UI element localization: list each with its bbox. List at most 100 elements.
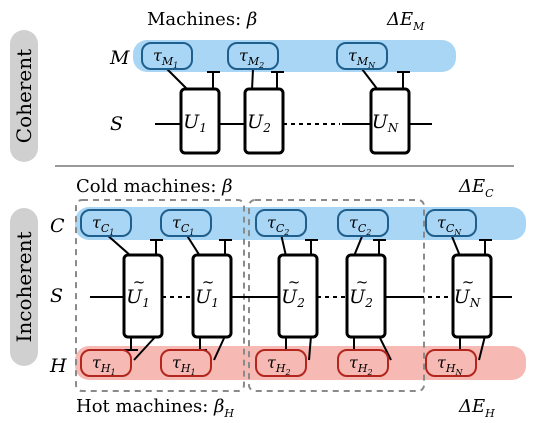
gate-bottom-hot-leg-right-2 — [308, 335, 312, 361]
cold-energy: ΔEC — [458, 176, 494, 200]
tau-cold-3: τC2 — [337, 209, 389, 237]
dashed-group-0 — [75, 199, 245, 392]
machines-energy: ΔEM — [386, 9, 425, 33]
gate-bottom-hot-leg-right-4 — [478, 335, 486, 361]
gate-top-leg-left-1 — [251, 68, 254, 91]
tau-cold-4: τCN — [425, 209, 477, 237]
gate-bottom-cold-leg-left-1 — [185, 233, 201, 257]
tau-hot-2-label: τH2 — [267, 353, 291, 377]
gate-bottom-cold-leg-left-3 — [353, 233, 364, 257]
tau-machine-0-label: τM1 — [153, 46, 178, 70]
tau-hot-4-label: τHN — [437, 353, 463, 377]
unitary-bottom-0-tilde: ~ — [133, 273, 146, 291]
tau-cold-1-chip — [160, 209, 212, 237]
gate-bottom-hot-leg-right-0 — [133, 335, 157, 361]
unitary-bottom-3-label: U2 — [349, 286, 373, 310]
incoherent-side-label: Incoherent — [10, 208, 38, 366]
tau-cold-3-label: τC2 — [349, 213, 371, 237]
tau-machine-0: τM1 — [141, 42, 193, 70]
unitary-bottom-0-label: U1 — [126, 286, 150, 310]
unitary-bottom-3: ~U2 — [345, 253, 387, 339]
tau-machine-1-label: τM2 — [239, 46, 264, 70]
tau-hot-3-label: τH2 — [349, 353, 373, 377]
unitary-bottom-1: ~U1 — [191, 253, 233, 339]
unitary-bottom-4: ~UN — [451, 253, 493, 339]
unitary-top-0-label: U1 — [183, 111, 207, 135]
gate-bottom-cold-leg-left-4 — [450, 233, 461, 257]
row-label-hot: H — [49, 355, 67, 377]
tau-hot-1-label: τH1 — [172, 353, 196, 377]
tau-hot-4: τHN — [425, 349, 477, 377]
tau-machine-0-chip — [141, 42, 193, 70]
incoherent-side-pill — [10, 208, 38, 366]
unitary-bottom-0: ~U1 — [122, 253, 164, 339]
tau-hot-1-chip — [160, 349, 212, 377]
tau-cold-0-label: τC1 — [92, 213, 114, 237]
unitary-top-0-box — [179, 87, 221, 155]
unitary-top-2-label: UN — [372, 111, 399, 135]
tau-hot-2: τH2 — [255, 349, 307, 377]
tau-machine-1-chip — [227, 42, 279, 70]
tau-cold-0: τC1 — [80, 209, 132, 237]
tau-machine-2-label: τMN — [348, 46, 376, 70]
hot-energy: ΔEH — [458, 396, 495, 420]
tau-hot-3: τH2 — [337, 349, 389, 377]
unitary-top-1-box — [243, 87, 285, 155]
unitary-bottom-3-tilde: ~ — [356, 273, 369, 291]
unitary-bottom-4-tilde: ~ — [462, 273, 475, 291]
unitary-top-0: U1 — [179, 87, 221, 155]
coherent-circuit: U1 U2 UN τM1 τM2 τMN — [141, 42, 432, 155]
unitary-bottom-2-tilde: ~ — [288, 273, 301, 291]
gate-top-leg-left-2 — [361, 68, 379, 91]
tau-cold-2-chip — [255, 209, 307, 237]
unitary-bottom-1-label: U1 — [195, 286, 219, 310]
tau-machine-1: τM2 — [227, 42, 279, 70]
cold-machines-header: Cold machines: β — [76, 176, 233, 197]
tau-hot-4-chip — [425, 349, 477, 377]
row-label-machine: M — [109, 47, 130, 69]
tau-cold-0-chip — [80, 209, 132, 237]
coherent-side-label: Coherent — [10, 30, 38, 162]
unitary-bottom-1-tilde: ~ — [202, 273, 215, 291]
unitary-top-2-box — [369, 87, 411, 155]
row-label-system-bottom: S — [50, 285, 63, 307]
unitary-top-2: UN — [369, 87, 411, 155]
tau-cold-4-label: τCN — [437, 213, 462, 237]
dashed-group-1 — [248, 199, 425, 392]
tau-cold-3-chip — [337, 209, 389, 237]
unitary-bottom-4-label: UN — [454, 286, 481, 310]
unitary-bottom-1-box — [191, 253, 233, 339]
tau-machine-2: τMN — [336, 42, 388, 70]
tau-hot-0: τH1 — [80, 349, 132, 377]
unitary-top-1: U2 — [243, 87, 285, 155]
tau-hot-1: τH1 — [160, 349, 212, 377]
hot-machines-header: Hot machines: βH — [76, 396, 234, 420]
unitary-bottom-3-box — [345, 253, 387, 339]
gate-bottom-cold-leg-left-0 — [105, 233, 132, 257]
tau-cold-1-label: τC1 — [172, 213, 194, 237]
tau-cold-4-chip — [425, 209, 477, 237]
unitary-bottom-4-box — [451, 253, 493, 339]
tau-hot-3-chip — [337, 349, 389, 377]
unitary-bottom-0-box — [122, 253, 164, 339]
tau-cold-1: τC1 — [160, 209, 212, 237]
tau-cold-2-label: τC2 — [267, 213, 289, 237]
unitary-bottom-2-box — [277, 253, 319, 339]
coherent-side-pill — [10, 30, 38, 162]
coherent-label-text: Coherent — [12, 49, 36, 143]
gate-top-leg-left-0 — [166, 68, 189, 91]
incoherent-label-text: Incoherent — [12, 231, 36, 342]
gate-bottom-hot-leg-right-1 — [213, 335, 226, 361]
tau-cold-2: τC2 — [255, 209, 307, 237]
gate-bottom-cold-leg-left-2 — [280, 233, 287, 257]
unitary-top-1-label: U2 — [247, 111, 271, 135]
tau-hot-0-chip — [80, 349, 132, 377]
gate-bottom-hot-leg-right-3 — [378, 335, 392, 361]
tau-hot-2-chip — [255, 349, 307, 377]
machines-header: Machines: β — [147, 9, 257, 30]
unitary-bottom-2-label: U2 — [281, 286, 305, 310]
unitary-bottom-2: ~U2 — [277, 253, 319, 339]
incoherent-circuit: ~U1~U1~U2~U2~UNτC1τC1τC2τC2τCNτH1τH1τH2τ… — [75, 199, 512, 392]
row-label-cold: C — [50, 215, 65, 237]
